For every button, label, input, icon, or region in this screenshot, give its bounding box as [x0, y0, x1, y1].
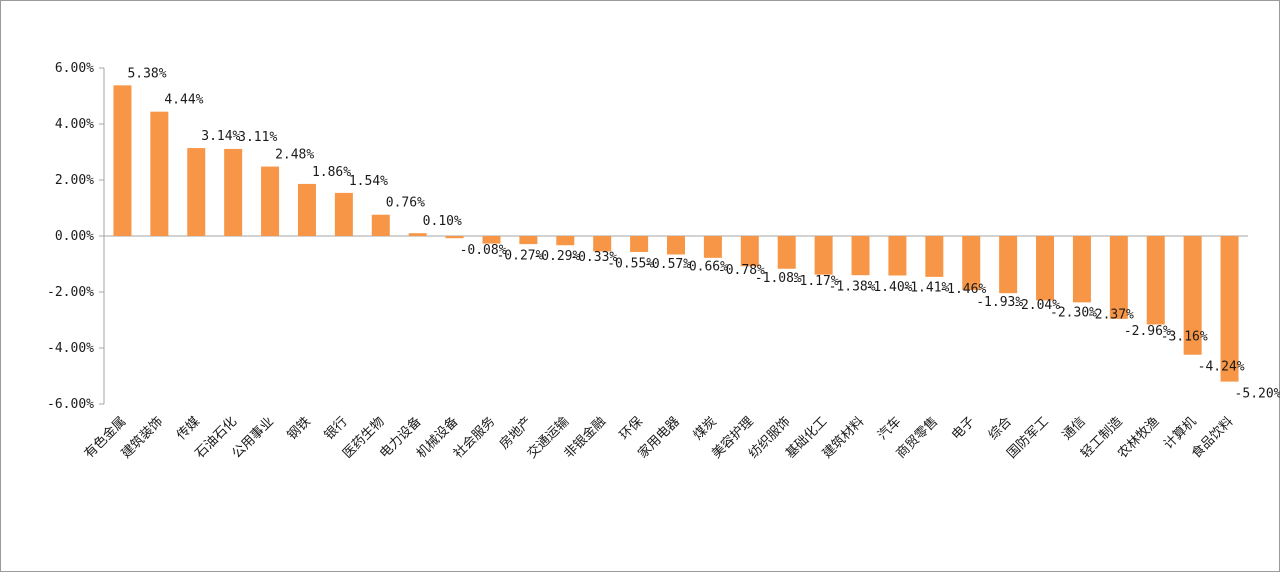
- data-label: 1.54%: [349, 174, 388, 189]
- bar: [1036, 236, 1054, 300]
- x-category-label: 汽车: [875, 414, 905, 444]
- y-tick-label: 6.00%: [55, 61, 94, 76]
- bar: [999, 236, 1017, 293]
- x-category-label: 食品饮料: [1188, 414, 1236, 462]
- y-tick-label: 2.00%: [55, 173, 94, 188]
- x-category-label: 建筑材料: [819, 414, 867, 462]
- data-label: 5.38%: [127, 66, 166, 81]
- data-label: -2.37%: [1087, 307, 1134, 322]
- data-label: -3.16%: [1161, 329, 1208, 344]
- bar: [925, 236, 943, 277]
- bar: [888, 236, 906, 275]
- bar: [446, 236, 464, 238]
- bar: [667, 236, 685, 254]
- bar: [335, 193, 353, 236]
- x-category-label: 电子: [949, 414, 978, 443]
- data-label: 3.14%: [201, 129, 240, 144]
- y-tick-label: -2.00%: [47, 285, 94, 300]
- bar: [298, 184, 316, 236]
- bar: [113, 85, 131, 236]
- y-tick-label: 0.00%: [55, 229, 94, 244]
- bar: [150, 112, 168, 236]
- bar: [224, 149, 242, 236]
- x-category-label: 商贸零售: [893, 414, 941, 462]
- data-label: -4.24%: [1198, 360, 1245, 375]
- bar: [1147, 236, 1165, 324]
- bar-series: [113, 85, 1238, 381]
- y-tick-label: -4.00%: [47, 341, 94, 356]
- y-tick-label: 4.00%: [55, 117, 94, 132]
- x-category-label: 煤炭: [691, 414, 720, 443]
- bar: [741, 236, 759, 266]
- bar: [261, 167, 279, 236]
- data-label: 0.76%: [386, 196, 425, 211]
- bar: [519, 236, 537, 244]
- bar: [1073, 236, 1091, 302]
- x-category-label: 环保: [617, 414, 646, 443]
- x-category-label: 国防军工: [1004, 414, 1052, 462]
- bar: [778, 236, 796, 269]
- data-label: -5.20%: [1235, 387, 1280, 402]
- x-category-label: 公用事业: [230, 414, 277, 461]
- x-category-label: 传媒: [174, 414, 203, 443]
- data-label: 1.86%: [312, 165, 351, 180]
- x-category-label: 银行: [322, 414, 351, 443]
- x-category-label: 社会服务: [450, 414, 498, 462]
- bar: [852, 236, 870, 275]
- y-tick-label: -6.00%: [47, 397, 94, 412]
- x-category-label: 建筑装饰: [118, 414, 166, 462]
- x-category-label: 通信: [1060, 414, 1089, 443]
- x-category-label: 钢铁: [285, 414, 314, 443]
- bar: [187, 148, 205, 236]
- x-category-label: 家用电器: [635, 414, 683, 462]
- x-category-label: 非银金融: [561, 414, 609, 462]
- x-category-label: 农林牧渔: [1115, 414, 1162, 461]
- data-label: 2.48%: [275, 148, 314, 163]
- bar: [409, 233, 427, 236]
- bar: [593, 236, 611, 251]
- bar: [704, 236, 722, 258]
- data-label: 4.44%: [164, 93, 203, 108]
- bar: [556, 236, 574, 245]
- bar: [815, 236, 833, 275]
- bar: [630, 236, 648, 252]
- bar: [372, 215, 390, 236]
- data-label: 3.11%: [238, 130, 277, 145]
- data-label: 0.10%: [423, 214, 462, 229]
- x-category-label: 综合: [986, 414, 1015, 443]
